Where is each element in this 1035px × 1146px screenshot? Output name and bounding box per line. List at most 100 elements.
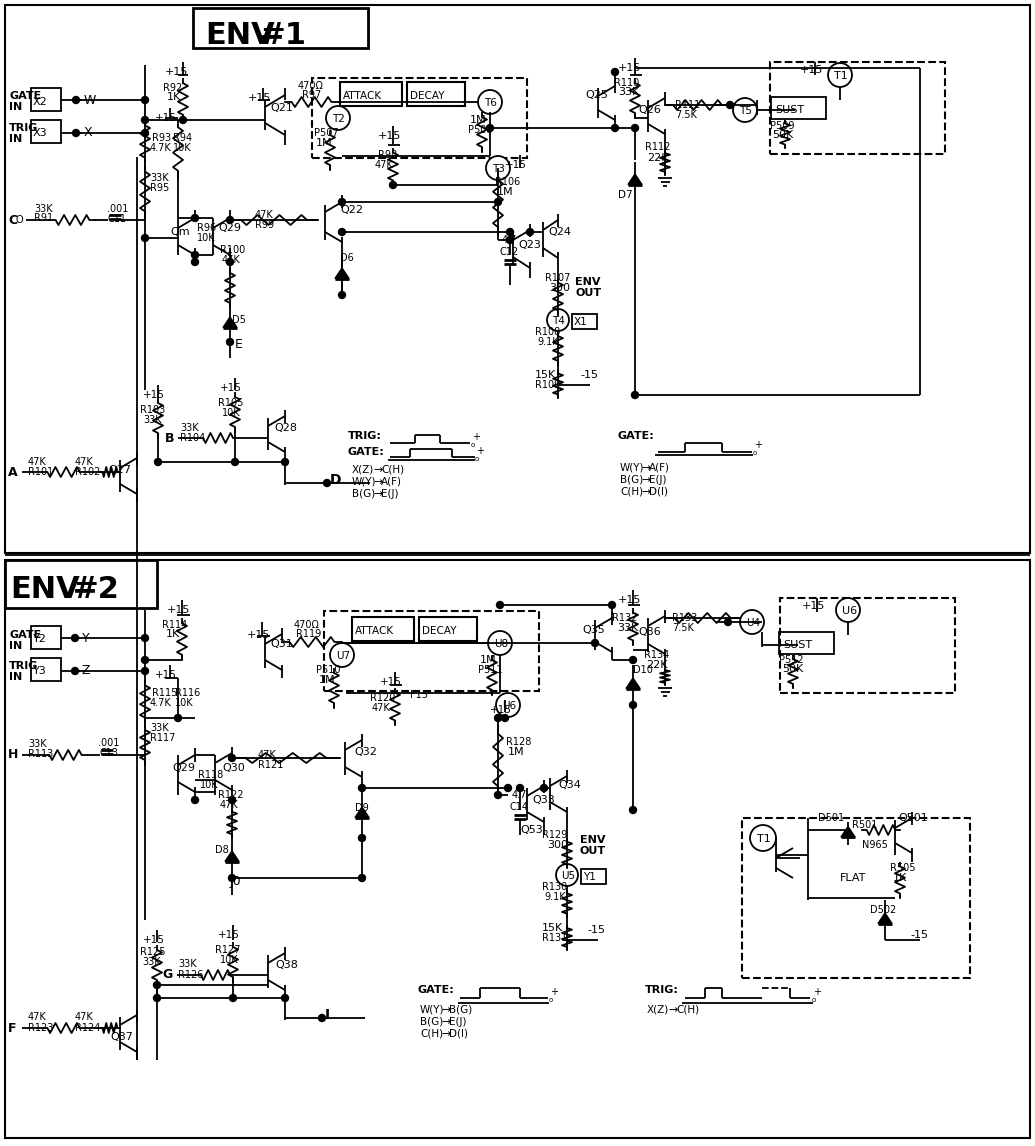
- Circle shape: [191, 259, 199, 266]
- Text: ENV: ENV: [575, 277, 600, 286]
- Text: G: G: [162, 968, 172, 981]
- Text: TRIG: TRIG: [9, 123, 38, 133]
- Text: 300: 300: [548, 840, 568, 850]
- Text: Q53: Q53: [520, 825, 542, 835]
- Text: Z: Z: [82, 665, 90, 677]
- Bar: [341, 83, 402, 105]
- Text: D6: D6: [341, 253, 354, 262]
- Text: R133: R133: [672, 613, 698, 623]
- Text: R106: R106: [495, 176, 521, 187]
- Text: R112: R112: [645, 142, 671, 152]
- Text: R120: R120: [369, 693, 395, 702]
- Text: R134: R134: [644, 650, 670, 660]
- Circle shape: [191, 796, 199, 803]
- Text: U6: U6: [502, 701, 516, 711]
- Text: B(G): B(G): [352, 489, 376, 499]
- Text: X2: X2: [33, 97, 48, 107]
- Text: 470Ω: 470Ω: [298, 81, 324, 91]
- Text: F15: F15: [410, 690, 428, 700]
- Text: →: →: [641, 487, 650, 497]
- Text: P508: P508: [468, 125, 493, 135]
- Text: ENV: ENV: [10, 575, 80, 604]
- Text: W(Y): W(Y): [620, 463, 645, 473]
- Text: D8: D8: [215, 845, 229, 855]
- Text: R121: R121: [258, 760, 284, 770]
- Text: C13: C13: [99, 748, 118, 758]
- Text: B: B: [165, 432, 175, 445]
- Text: 4.7: 4.7: [512, 790, 528, 800]
- Circle shape: [324, 479, 330, 487]
- Circle shape: [591, 639, 598, 646]
- Text: ATTACK: ATTACK: [355, 626, 394, 636]
- Text: B(G): B(G): [420, 1017, 443, 1027]
- Text: Q23: Q23: [518, 240, 541, 250]
- Polygon shape: [335, 268, 349, 278]
- Text: R119: R119: [296, 629, 321, 639]
- Text: 15K: 15K: [542, 923, 563, 933]
- Bar: [31, 88, 61, 111]
- Text: E: E: [235, 338, 243, 352]
- Text: +15: +15: [143, 935, 165, 945]
- Text: D502: D502: [870, 905, 896, 915]
- Circle shape: [495, 792, 502, 799]
- Text: R125: R125: [140, 947, 166, 957]
- Text: Q29: Q29: [218, 223, 241, 233]
- Text: T4: T4: [552, 316, 565, 325]
- Text: T3: T3: [492, 164, 505, 174]
- Text: R122: R122: [218, 790, 243, 800]
- Text: 15K: 15K: [535, 370, 556, 380]
- Text: 33K: 33K: [178, 959, 197, 970]
- Text: +: +: [550, 987, 558, 997]
- Text: P507: P507: [314, 128, 338, 138]
- Circle shape: [495, 198, 502, 205]
- Bar: [581, 869, 607, 884]
- Text: 33K: 33K: [150, 723, 169, 733]
- Bar: [742, 818, 970, 978]
- Text: 1K: 1K: [166, 629, 180, 639]
- Text: +15: +15: [802, 601, 825, 611]
- Text: Q32: Q32: [354, 747, 377, 758]
- Text: R102: R102: [75, 468, 100, 477]
- Circle shape: [191, 251, 199, 259]
- Text: R130: R130: [542, 882, 567, 892]
- Text: TRIG:: TRIG:: [645, 986, 679, 995]
- Text: R123: R123: [28, 1023, 54, 1033]
- Circle shape: [153, 995, 160, 1002]
- Text: C12: C12: [500, 248, 520, 257]
- Text: A(F): A(F): [381, 477, 402, 487]
- Text: J0: J0: [230, 876, 241, 888]
- Circle shape: [72, 96, 80, 103]
- Bar: [770, 62, 945, 154]
- Text: TRIG:: TRIG:: [348, 431, 382, 441]
- Circle shape: [828, 63, 852, 87]
- Text: Q33: Q33: [532, 795, 555, 804]
- Text: 10K: 10K: [173, 143, 191, 154]
- Text: Q38: Q38: [275, 960, 298, 970]
- Circle shape: [229, 754, 236, 761]
- Text: +15: +15: [618, 595, 642, 605]
- Text: →: →: [441, 1017, 450, 1027]
- Text: Q37: Q37: [110, 1033, 132, 1042]
- Text: U8: U8: [494, 639, 508, 649]
- Circle shape: [71, 635, 79, 642]
- Text: IN: IN: [9, 134, 22, 144]
- Bar: [780, 598, 955, 693]
- Text: 4.7: 4.7: [502, 235, 518, 245]
- Text: R104: R104: [180, 433, 205, 444]
- Bar: [407, 83, 465, 105]
- Text: o: o: [753, 450, 758, 456]
- Text: 1M: 1M: [319, 675, 335, 685]
- Text: D7: D7: [618, 190, 632, 201]
- Text: GATE:: GATE:: [418, 986, 454, 995]
- Bar: [771, 97, 826, 119]
- Text: +: +: [476, 446, 484, 456]
- Text: R93: R93: [152, 133, 171, 143]
- Text: →: →: [641, 463, 650, 473]
- Text: 33K: 33K: [617, 623, 639, 633]
- Text: -15: -15: [580, 370, 598, 380]
- Text: +15: +15: [167, 605, 190, 615]
- Text: T5: T5: [739, 105, 751, 116]
- Circle shape: [142, 235, 148, 242]
- Text: Q35: Q35: [582, 625, 604, 635]
- Circle shape: [496, 693, 520, 717]
